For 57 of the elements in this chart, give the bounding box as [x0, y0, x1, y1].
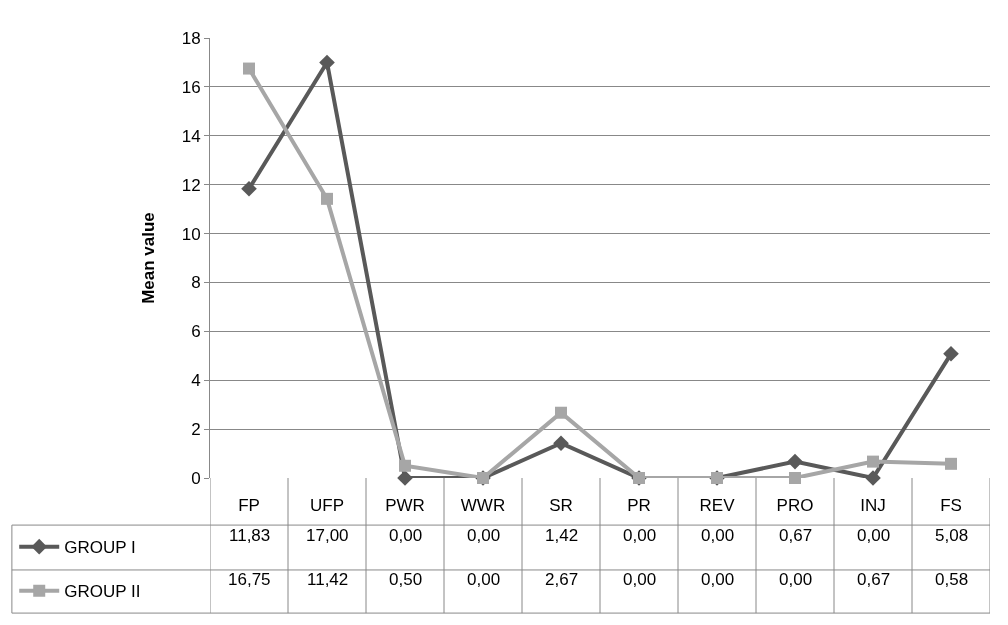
point — [865, 470, 881, 486]
x-tick-label: FP — [238, 496, 260, 516]
point — [399, 459, 411, 472]
point — [867, 455, 879, 468]
x-tick-label: FS — [940, 496, 962, 516]
point — [553, 435, 569, 452]
data-label: 0,00 — [623, 570, 657, 589]
data-label: 11,42 — [307, 570, 349, 589]
data-label: 0,50 — [389, 570, 423, 589]
point — [319, 54, 335, 71]
data-label: 16,75 — [228, 570, 271, 589]
y-tick-label: 16 — [181, 77, 201, 97]
x-tick-label: PWR — [385, 496, 425, 516]
legend-label: GROUP I — [64, 538, 136, 558]
y-tick-label: 14 — [181, 126, 201, 146]
y-tick-label: 6 — [191, 322, 201, 342]
data-label: 1,42 — [545, 526, 579, 545]
y-tick-label: 0 — [191, 468, 201, 488]
y-tick-label: 2 — [191, 420, 201, 440]
y-tick-label: 4 — [191, 371, 201, 391]
point — [789, 472, 801, 484]
y-tick-label: 8 — [191, 273, 201, 293]
data-label: 0,58 — [935, 570, 969, 589]
data-label: 5,08 — [935, 526, 969, 545]
x-tick-label: INJ — [860, 496, 886, 516]
data-label: 0,00 — [623, 526, 657, 545]
x-tick-label: UFP — [310, 496, 344, 516]
point — [241, 181, 257, 197]
data-label: 0,00 — [467, 570, 501, 589]
legend-label: GROUP II — [64, 582, 141, 602]
data-label: 0,00 — [857, 526, 891, 545]
data-label: 0,00 — [779, 570, 813, 589]
x-tick-label: PR — [627, 496, 651, 516]
data-label: 0,00 — [701, 526, 735, 545]
point — [945, 457, 957, 470]
y-tick-label: 10 — [181, 224, 201, 244]
point — [397, 470, 413, 486]
x-tick-label: PRO — [776, 496, 814, 516]
data-label: 0,67 — [779, 526, 813, 545]
y-tick-label: 18 — [181, 28, 201, 48]
point — [943, 346, 959, 362]
x-tick-label: WWR — [460, 496, 506, 516]
data-label: 0,00 — [467, 526, 501, 545]
point — [555, 406, 567, 419]
x-tick-label: SR — [549, 496, 573, 516]
point — [787, 453, 803, 470]
data-label: 0,00 — [701, 570, 735, 589]
data-label: 2,67 — [545, 570, 579, 589]
y-tick-label: 12 — [181, 175, 201, 195]
data-label: 0,00 — [389, 526, 423, 545]
point — [321, 192, 333, 205]
y-axis-title: Mean value — [139, 212, 159, 304]
x-tick-label: REV — [699, 496, 736, 516]
point — [243, 62, 255, 75]
data-label: 0,67 — [857, 570, 891, 589]
data-label: 17,00 — [306, 526, 349, 545]
data-label: 11,83 — [229, 526, 271, 545]
